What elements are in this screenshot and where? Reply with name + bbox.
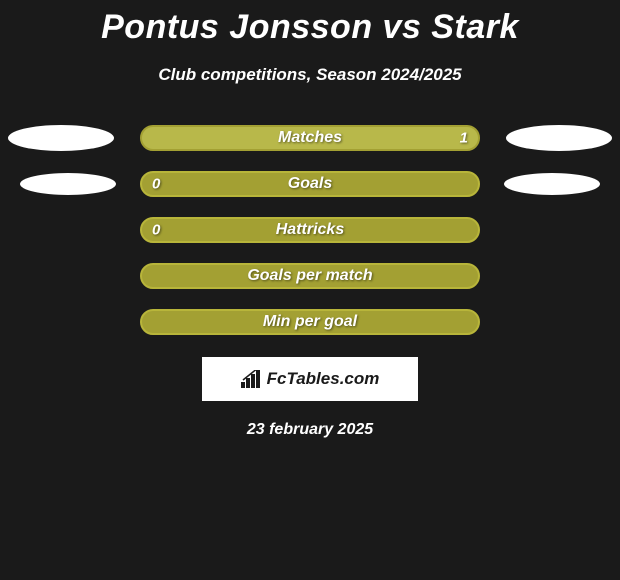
logo-badge: FcTables.com <box>202 357 418 401</box>
stat-row-matches: Matches 1 <box>0 125 620 151</box>
stat-label: Min per goal <box>263 313 357 331</box>
subtitle: Club competitions, Season 2024/2025 <box>0 65 620 85</box>
stat-left-value: 0 <box>152 176 160 193</box>
bars-icon <box>241 370 263 388</box>
stat-label: Matches <box>278 129 342 147</box>
stat-label: Goals <box>288 175 332 193</box>
stat-bar: 0 Hattricks <box>140 217 480 243</box>
logo-text: FcTables.com <box>267 369 380 389</box>
stat-bar: Min per goal <box>140 309 480 335</box>
stat-row-goals: 0 Goals <box>0 171 620 197</box>
stat-right-value: 1 <box>460 130 468 147</box>
player-right-marker <box>504 173 600 195</box>
stat-bar: 0 Goals <box>140 171 480 197</box>
player-left-marker <box>8 125 114 151</box>
player-left-marker <box>20 173 116 195</box>
stats-list: Matches 1 0 Goals 0 Hattricks <box>0 125 620 335</box>
stat-bar: Goals per match <box>140 263 480 289</box>
stat-bar: Matches 1 <box>140 125 480 151</box>
logo-inner: FcTables.com <box>241 369 380 389</box>
stat-label: Hattricks <box>276 221 344 239</box>
stat-label: Goals per match <box>247 267 372 285</box>
stat-row-hattricks: 0 Hattricks <box>0 217 620 243</box>
stat-left-value: 0 <box>152 222 160 239</box>
date-label: 23 february 2025 <box>0 421 620 439</box>
comparison-card: Pontus Jonsson vs Stark Club competition… <box>0 0 620 439</box>
page-title: Pontus Jonsson vs Stark <box>0 8 620 47</box>
player-right-marker <box>506 125 612 151</box>
stat-row-mpg: Min per goal <box>0 309 620 335</box>
stat-row-gpm: Goals per match <box>0 263 620 289</box>
